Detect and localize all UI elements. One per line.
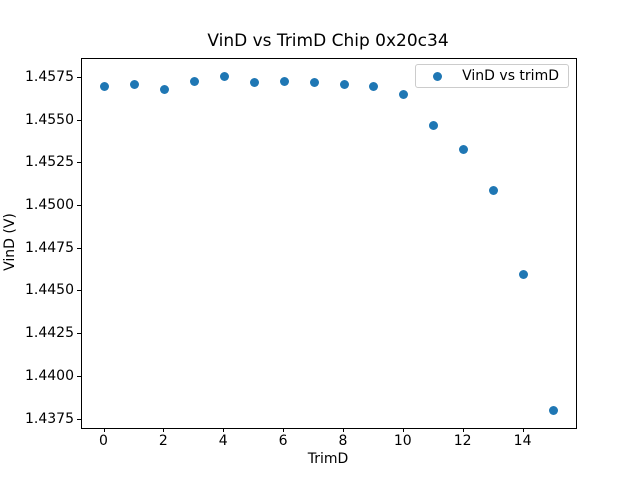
y-tick-label: 1.4550: [25, 111, 74, 128]
data-point: [309, 78, 319, 88]
data-point: [339, 80, 349, 90]
y-tick-label: 1.4525: [25, 154, 74, 171]
y-tick-mark: [77, 333, 81, 334]
data-point: [549, 406, 558, 416]
x-tick-mark: [103, 428, 105, 432]
y-tick-label: 1.4375: [25, 410, 74, 427]
plot-area: VinD vs trimD: [81, 58, 577, 429]
y-tick-label: 1.4450: [25, 282, 74, 299]
x-tick-mark: [343, 428, 344, 432]
legend: VinD vs trimD: [415, 64, 569, 88]
data-point: [489, 186, 499, 195]
x-tick-mark: [283, 428, 285, 432]
x-tick-label: 0: [99, 433, 108, 449]
x-tick-mark: [163, 428, 165, 432]
data-point: [129, 80, 139, 90]
chart-title: VinD vs TrimD Chip 0x20c34: [207, 31, 449, 51]
data-point: [279, 76, 289, 86]
x-axis-label: TrimD: [307, 451, 349, 467]
y-tick-label: 1.4425: [25, 325, 74, 341]
y-tick-mark: [77, 290, 81, 292]
data-point: [249, 78, 259, 88]
x-tick-label: 8: [338, 433, 348, 449]
data-point: [189, 76, 199, 86]
y-tick-label: 1.4475: [25, 239, 74, 256]
data-point: [399, 90, 409, 100]
y-tick-label: 1.4400: [25, 367, 74, 384]
y-tick-label: 1.4500: [25, 196, 74, 213]
data-point: [219, 71, 229, 81]
data-point: [100, 81, 109, 91]
y-tick-mark: [77, 204, 81, 206]
x-tick-mark: [402, 428, 404, 432]
y-tick-mark: [77, 119, 81, 121]
x-tick-label: 4: [218, 433, 228, 449]
y-tick-mark: [77, 247, 81, 249]
x-tick-label: 14: [513, 433, 532, 449]
y-tick-mark: [77, 76, 81, 78]
x-tick-mark: [223, 428, 225, 432]
legend-label: VinD vs trimD: [462, 68, 559, 84]
data-point: [429, 121, 439, 131]
y-tick-label: 1.4575: [25, 68, 74, 85]
x-tick-mark: [522, 428, 524, 432]
data-point: [159, 85, 169, 95]
y-tick-mark: [77, 418, 81, 420]
data-point: [369, 81, 379, 91]
data-point: [519, 269, 529, 279]
legend-marker-dot: [433, 71, 443, 81]
x-tick-label: 6: [278, 433, 288, 449]
x-tick-label: 12: [453, 433, 472, 449]
y-tick-mark: [77, 162, 81, 164]
data-point: [459, 145, 469, 154]
x-tick-label: 2: [158, 433, 168, 449]
x-tick-mark: [462, 428, 464, 432]
x-tick-label: 10: [393, 433, 412, 449]
y-tick-mark: [77, 375, 81, 377]
